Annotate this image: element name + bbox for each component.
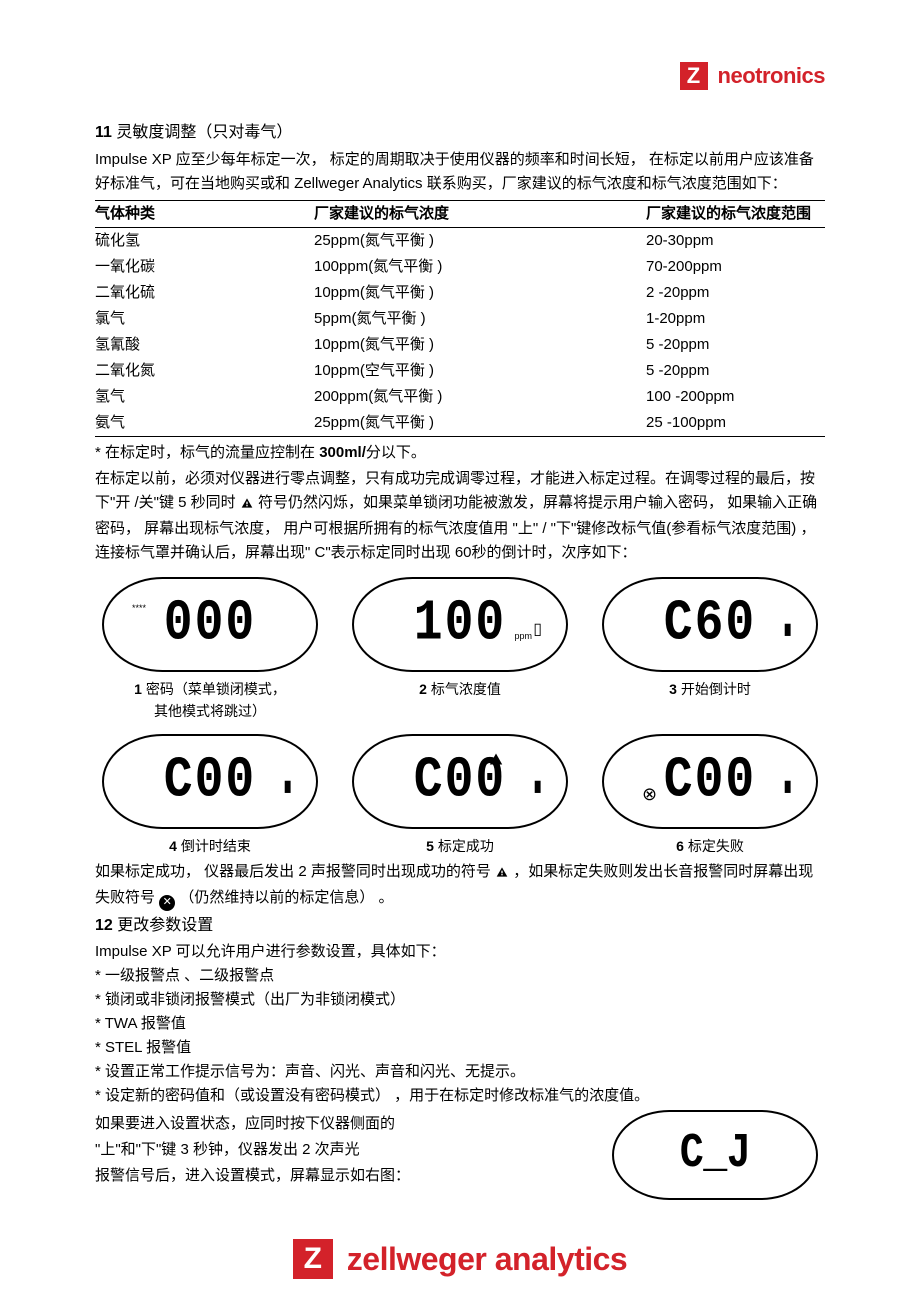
footer-logo: Z zellweger analytics — [0, 1234, 920, 1285]
list-item: * TWA 报警值 — [95, 1012, 825, 1036]
lcd-1: **** 000 — [110, 577, 310, 672]
triangle-icon — [495, 862, 509, 886]
cylinder-icon: ▯ — [533, 617, 542, 643]
gas-table: 气体种类 厂家建议的标气浓度 厂家建议的标气浓度范围 硫化氢25ppm(氮气平衡… — [95, 200, 825, 437]
lcd-6: ⊗ C00 ▮ — [610, 734, 810, 829]
section-11-title: 灵敏度调整（只对毒气） — [112, 124, 292, 141]
cylinder-icon: ▮ — [283, 774, 292, 800]
list-item: * 锁闭或非锁闭报警模式（出厂为非锁闭模式） — [95, 988, 825, 1012]
lcd-3: C60 ▮ — [610, 577, 810, 672]
list-item: * 设定新的密码值和（或设置没有密码模式） ，用于在标定时修改标准气的浓度值。 — [95, 1084, 825, 1108]
flow-note: * 在标定时，标气的流量应控制在 300ml/分以下。 — [95, 441, 825, 465]
logo-z-icon: Z — [680, 62, 708, 90]
section-12-num: 12 — [95, 917, 113, 934]
table-row: 氨气25ppm(氮气平衡 )25 -100ppm — [95, 410, 825, 437]
table-row: 硫化氢25ppm(氮气平衡 )20-30ppm — [95, 227, 825, 254]
footer-logo-text: zellweger analytics — [347, 1234, 627, 1285]
fail-icon: ⊗ — [642, 780, 657, 809]
bullet-list: * 一级报警点 、二级报警点* 锁闭或非锁闭报警模式（出厂为非锁闭模式）* TW… — [95, 964, 825, 1108]
lcd-5: C00 ▮ — [360, 734, 560, 829]
calibration-note: 在标定以前，必须对仪器进行零点调整，只有成功完成调零过程，才能进入标定过程。在调… — [95, 467, 825, 565]
section-12-intro: Impulse XP 可以允许用户进行参数设置，具体如下： — [95, 940, 825, 964]
logo-text: neotronics — [718, 58, 825, 93]
cylinder-icon: ▮ — [783, 774, 792, 800]
table-row: 氢气200ppm(氮气平衡 )100 -200ppm — [95, 384, 825, 410]
section-11-heading: 11 灵敏度调整（只对毒气） — [95, 120, 825, 146]
list-item: * 一级报警点 、二级报警点 — [95, 964, 825, 988]
triangle-icon — [240, 493, 254, 517]
section-11-intro: Impulse XP 应至少每年标定一次， 标定的周期取决于使用仪器的频率和时间… — [95, 148, 825, 196]
section-12-heading: 12 更改参数设置 — [95, 913, 825, 939]
section-12-title: 更改参数设置 — [113, 917, 213, 934]
col-gas: 气体种类 — [95, 200, 314, 227]
fail-circle-icon: ✕ — [159, 895, 175, 911]
table-row: 氢氰酸10ppm(氮气平衡 )5 -20ppm — [95, 332, 825, 358]
lcd-2: 100 ppm ▯ — [360, 577, 560, 672]
tail-2: "上"和"下"键 3 秒钟，仪器发出 2 次声光 — [95, 1138, 585, 1162]
top-logo: Z neotronics — [680, 58, 825, 93]
cylinder-icon: ▮ — [783, 617, 792, 643]
table-row: 一氧化碳100ppm(氮气平衡 )70-200ppm — [95, 254, 825, 280]
lcd-row-2: C00 ▮ 4倒计时结束 C00 ▮ 5标定成功 ⊗ C00 ▮ 6标定失败 — [95, 734, 825, 857]
tail-1: 如果要进入设置状态，应同时按下仪器侧面的 — [95, 1112, 585, 1136]
logo-z-icon: Z — [293, 1239, 333, 1279]
lcd-4: C00 ▮ — [110, 734, 310, 829]
table-row: 二氧化氮10ppm(空气平衡 )5 -20ppm — [95, 358, 825, 384]
col-range: 厂家建议的标气浓度范围 — [606, 200, 825, 227]
result-note: 如果标定成功， 仪器最后发出 2 声报警同时出现成功的符号 ，如果标定失败则发出… — [95, 860, 825, 911]
list-item: * 设置正常工作提示信号为：声音、闪光、声音和闪光、无提示。 — [95, 1060, 825, 1084]
table-row: 二氧化硫10ppm(氮气平衡 )2 -20ppm — [95, 280, 825, 306]
section-11-num: 11 — [95, 124, 112, 141]
table-row: 氯气5ppm(氮气平衡 )1-20ppm — [95, 306, 825, 332]
cylinder-icon: ▮ — [533, 774, 542, 800]
lcd-settings: C_J — [620, 1110, 810, 1200]
lcd-row-1: **** 000 1密码（菜单锁闭模式， 其他模式将跳过） 100 ppm ▯ … — [95, 577, 825, 723]
tail-3: 报警信号后，进入设置模式，屏幕显示如右图： — [95, 1164, 585, 1188]
col-conc: 厂家建议的标气浓度 — [314, 200, 606, 227]
triangle-icon — [488, 750, 504, 774]
list-item: * STEL 报警值 — [95, 1036, 825, 1060]
